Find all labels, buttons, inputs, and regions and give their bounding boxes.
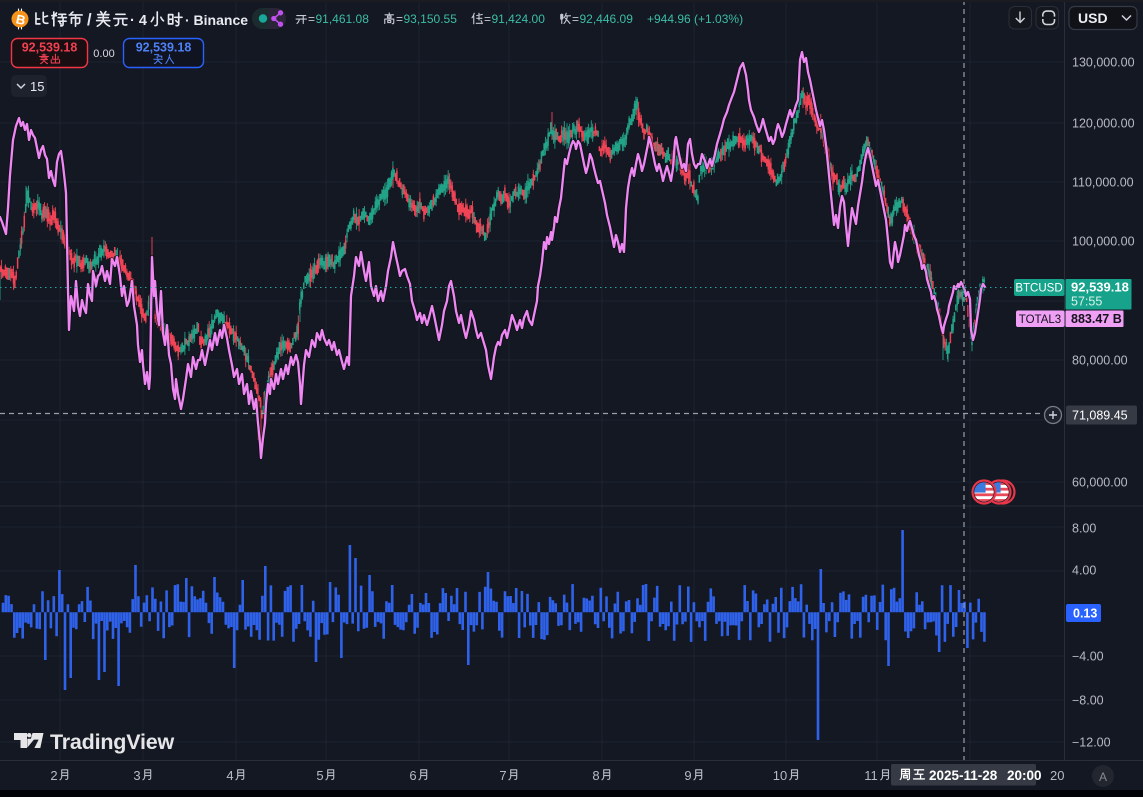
svg-text:=: = bbox=[484, 12, 491, 26]
svg-text:=: = bbox=[396, 12, 403, 26]
svg-text:8.00: 8.00 bbox=[1072, 521, 1096, 535]
svg-text:15: 15 bbox=[30, 79, 44, 94]
svg-text:−12.00: −12.00 bbox=[1072, 735, 1111, 749]
svg-text:92,539.18: 92,539.18 bbox=[1071, 280, 1129, 295]
svg-text:80,000.00: 80,000.00 bbox=[1072, 353, 1128, 367]
svg-text:100,000.00: 100,000.00 bbox=[1072, 234, 1135, 248]
svg-text:USD: USD bbox=[1078, 10, 1108, 26]
svg-text:TOTAL3: TOTAL3 bbox=[1019, 314, 1061, 326]
svg-text:91,461.08: 91,461.08 bbox=[316, 12, 370, 26]
svg-text:2025-11-28: 2025-11-28 bbox=[929, 768, 998, 783]
svg-text:20: 20 bbox=[1050, 768, 1064, 783]
svg-text:130,000.00: 130,000.00 bbox=[1072, 55, 1135, 69]
svg-text:· Binance: · Binance bbox=[185, 12, 248, 28]
svg-text:110,000.00: 110,000.00 bbox=[1072, 175, 1134, 189]
svg-text:91,424.00: 91,424.00 bbox=[492, 12, 546, 26]
svg-text:71,089.45: 71,089.45 bbox=[1072, 409, 1128, 423]
svg-text:92,446.09: 92,446.09 bbox=[580, 12, 634, 26]
svg-text:11: 11 bbox=[864, 768, 878, 783]
svg-text:· 4: · 4 bbox=[130, 13, 147, 29]
svg-text:4.00: 4.00 bbox=[1072, 563, 1096, 577]
svg-text:6: 6 bbox=[409, 768, 416, 783]
svg-text:20:00: 20:00 bbox=[1007, 768, 1042, 783]
svg-text:60,000.00: 60,000.00 bbox=[1072, 475, 1128, 489]
svg-text:=: = bbox=[572, 12, 579, 26]
svg-text:−8.00: −8.00 bbox=[1072, 693, 1104, 707]
svg-text:−4.00: −4.00 bbox=[1072, 649, 1104, 663]
svg-text:3: 3 bbox=[133, 768, 140, 783]
svg-text:10: 10 bbox=[773, 768, 787, 783]
svg-text:TradingView: TradingView bbox=[50, 730, 175, 754]
svg-text:7: 7 bbox=[499, 768, 506, 783]
svg-text:92,539.18: 92,539.18 bbox=[22, 41, 78, 55]
svg-text:+944.96 (+1.03%): +944.96 (+1.03%) bbox=[647, 12, 743, 26]
svg-text:5: 5 bbox=[316, 768, 323, 783]
svg-text:93,150.55: 93,150.55 bbox=[404, 12, 458, 26]
svg-text:0.00: 0.00 bbox=[93, 48, 114, 60]
svg-text:2: 2 bbox=[50, 768, 57, 783]
svg-text:57:55: 57:55 bbox=[1071, 295, 1102, 309]
svg-text:4: 4 bbox=[226, 768, 233, 783]
svg-text:A: A bbox=[1099, 770, 1107, 784]
svg-text:BTCUSD: BTCUSD bbox=[1015, 283, 1062, 295]
svg-text:120,000.00: 120,000.00 bbox=[1072, 116, 1135, 130]
svg-text:=: = bbox=[308, 12, 315, 26]
svg-text:92,539.18: 92,539.18 bbox=[136, 41, 192, 55]
svg-text:9: 9 bbox=[684, 768, 691, 783]
svg-text:8: 8 bbox=[592, 768, 599, 783]
svg-text:/: / bbox=[87, 11, 92, 29]
svg-text:883.47 B: 883.47 B bbox=[1071, 312, 1122, 326]
svg-text:B: B bbox=[15, 11, 27, 28]
svg-text:0.13: 0.13 bbox=[1073, 607, 1097, 621]
